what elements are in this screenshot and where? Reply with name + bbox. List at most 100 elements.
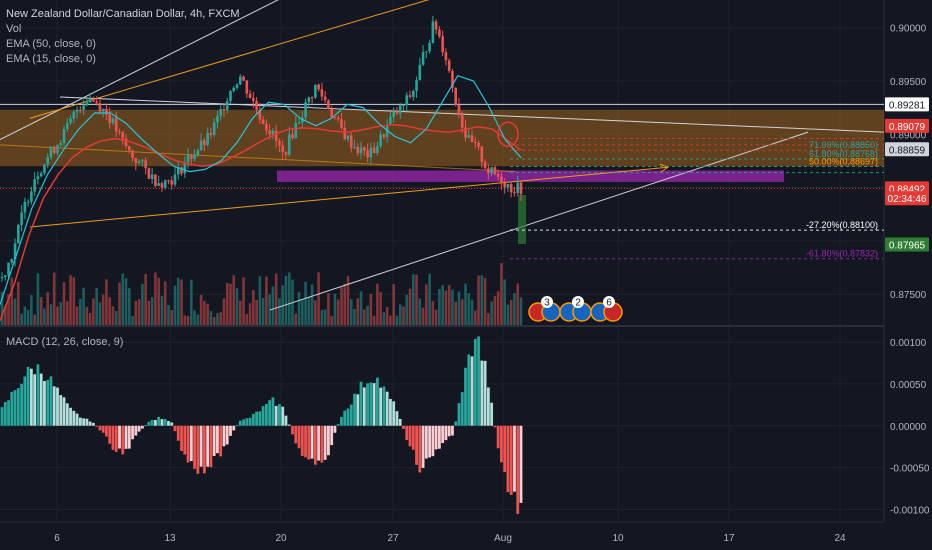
macd-bar [10,391,14,426]
macd-bar [209,425,213,468]
fib-levels[interactable]: 71.00%(0.88850)61.80%(0.88768)50.00%(0.8… [510,138,884,260]
volume-bar [474,310,477,325]
macd-bar [49,376,53,426]
volume-bar [131,315,134,325]
volume-bar [242,277,245,325]
macd-bar [232,425,236,431]
candle-body [108,114,112,124]
macd-bar [62,397,66,426]
candle-body [261,119,265,124]
macd-tick: 0.00050 [890,380,927,391]
legend-ema50[interactable]: EMA (50, close, 0) [6,38,96,50]
macd-bar [85,418,89,426]
macd-bar [154,420,157,426]
macd-bar [229,425,232,436]
volume-bar [26,309,30,325]
macd-bar [69,407,72,426]
event-icon[interactable]: 6 [590,296,623,322]
volume-bar [425,284,428,325]
volume-bar [10,277,14,325]
price-tick: 0.90000 [890,24,927,35]
trend-lines[interactable] [0,0,885,311]
candle-body [457,105,461,116]
macd-bar [13,390,17,426]
macd-bar [88,421,92,426]
macd-bar [307,425,311,460]
macd-bar [134,425,138,436]
macd-bar [193,425,196,469]
candle-body [190,155,193,159]
volume-bar [500,263,503,325]
volume-bar [65,301,69,325]
badge-bg [885,97,929,112]
macd-bar [411,425,415,450]
candle-body [52,146,56,153]
volume-bar [79,298,82,325]
candle-body [493,167,497,175]
volume-bar [281,285,285,325]
candle-body [238,76,242,85]
candle-body [114,118,118,132]
volume-bar [121,273,125,325]
macd-bar [56,387,59,426]
legend-ema15[interactable]: EMA (15, close, 0) [6,53,96,65]
macd-bar [235,425,239,427]
macd-bar [346,408,350,426]
macd-bar [127,425,131,449]
event-icons[interactable]: 3 2 6 [528,296,623,322]
candle-body [88,98,92,103]
macd-legend[interactable]: MACD (12, 26, close, 9) [6,336,124,348]
volume-bar [392,284,395,325]
volume-bar [52,272,56,325]
macd-bar [291,425,294,435]
candle-body [111,118,115,124]
volume-bar [385,306,389,325]
candle-body [506,184,510,188]
candle-body [317,84,320,90]
candle-body [389,116,392,125]
macd-bar [395,411,399,426]
volume-bar [415,274,418,325]
fib-label: -27.20%(0.88100) [806,220,878,230]
candle-body [425,51,428,53]
macd-bar [490,402,494,426]
candle-body [444,52,448,61]
candle-body [118,131,121,133]
candle-body [349,135,353,148]
candle-body [252,97,255,101]
volume-bar [428,273,431,325]
macd-bar [310,425,314,459]
candle-body [519,182,523,195]
volume-bar [238,300,242,325]
candle-body [225,101,229,111]
candle-body [376,146,379,153]
volume-bar [346,276,350,325]
macd-bar [323,425,327,460]
macd-bar [150,419,154,426]
volume-bar [487,313,490,325]
candle-body [144,160,147,169]
macd-bar [434,425,438,450]
event-icon[interactable]: 2 [559,296,592,322]
volume-bar [467,293,471,325]
price-badge: 0.89079 [885,118,929,133]
volume-bar [274,273,278,325]
volume-bar [320,310,324,325]
candle-body [56,144,59,153]
macd-bar [297,425,301,449]
candle-body [320,89,324,97]
macd-bar [0,407,4,426]
volume-bar [457,291,461,325]
macd-bar [340,416,343,426]
symbol-title[interactable]: New Zealand Dollar/Canadian Dollar, 4h, … [6,8,240,20]
candle-body [428,42,431,52]
price-tick: 0.89000 [890,130,927,141]
candle-body [196,150,200,155]
volume-bar [349,299,353,325]
volume-bar [395,315,399,325]
volume-bar [307,297,311,325]
candle-body [323,96,327,101]
volume-bar [98,302,102,325]
legend-vol[interactable]: Vol [6,23,22,35]
